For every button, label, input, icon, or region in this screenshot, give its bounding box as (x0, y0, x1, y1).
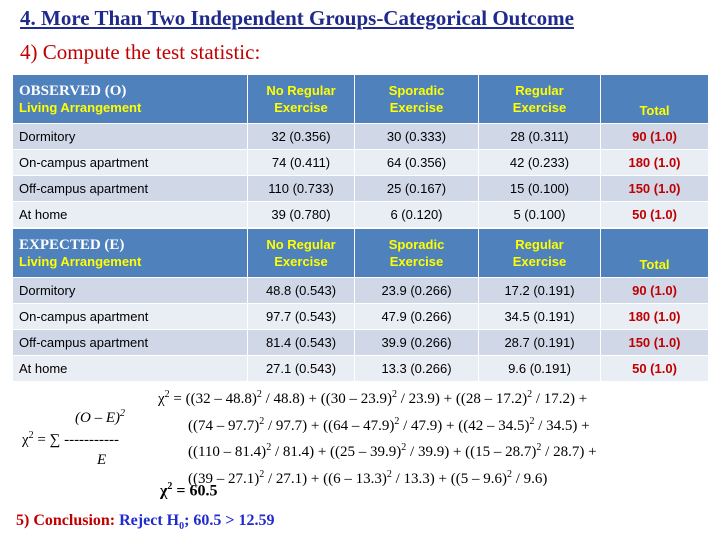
step-subtitle: 4) Compute the test statistic: (20, 40, 261, 64)
general-formula-denominator: E (97, 452, 107, 468)
computation-line-4: ((39 – 27.1)2 / 27.1) + ((6 – 13.3)2 / 1… (188, 468, 548, 487)
cell: 13.3 (0.266) (354, 355, 479, 382)
table-row: Off-campus apartment 81.4 (0.543) 39.9 (… (12, 329, 709, 356)
observed-col-total: Total (600, 74, 709, 124)
cell: 5 (0.100) (478, 201, 601, 228)
table-row: On-campus apartment 74 (0.411) 64 (0.356… (12, 149, 709, 176)
expected-row-label: Living Arrangement (19, 253, 142, 269)
table-row: At home 27.1 (0.543) 13.3 (0.266) 9.6 (0… (12, 355, 709, 382)
table-row: On-campus apartment 97.7 (0.543) 47.9 (0… (12, 303, 709, 330)
row-label: Off-campus apartment (12, 175, 248, 202)
expected-table-title-cell: EXPECTED (E) Living Arrangement (12, 228, 248, 278)
expected-col-sporadic: Sporadic Exercise (354, 228, 479, 278)
cell: 110 (0.733) (247, 175, 355, 202)
row-label: Off-campus apartment (12, 329, 248, 356)
cell: 23.9 (0.266) (354, 277, 479, 304)
row-label: On-campus apartment (12, 149, 248, 176)
cell: 28 (0.311) (478, 123, 601, 150)
row-label: On-campus apartment (12, 303, 248, 330)
conclusion-label: 5) Conclusion: (16, 512, 120, 529)
computation-line-1: χ2 = ((32 – 48.8)2 / 48.8) + ((30 – 23.9… (158, 389, 588, 407)
total-cell: 50 (1.0) (600, 355, 709, 382)
total-cell: 180 (1.0) (600, 149, 709, 176)
cell: 9.6 (0.191) (478, 355, 601, 382)
cell: 39 (0.780) (247, 201, 355, 228)
computation-line-2: ((74 – 97.7)2 / 97.7) + ((64 – 47.9)2 / … (188, 415, 590, 434)
cell: 97.7 (0.543) (247, 303, 355, 330)
observed-table-title: OBSERVED (O) (19, 82, 127, 99)
computation-line-3: ((110 – 81.4)2 / 81.4) + ((25 – 39.9)2 /… (188, 442, 597, 460)
conclusion-reject: Reject H0; 60.5 > 12.59 (119, 512, 275, 533)
cell: 25 (0.167) (354, 175, 479, 202)
cell: 15 (0.100) (478, 175, 601, 202)
cell: 27.1 (0.543) (247, 355, 355, 382)
cell: 6 (0.120) (354, 201, 479, 228)
cell: 28.7 (0.191) (478, 329, 601, 356)
expected-table: EXPECTED (E) Living Arrangement No Regul… (12, 228, 709, 382)
general-formula-lhs: χ2 = ∑ ----------- (22, 430, 120, 448)
observed-table: OBSERVED (O) Living Arrangement No Regul… (12, 74, 709, 228)
expected-col-regular: Regular Exercise (478, 228, 601, 278)
total-cell: 150 (1.0) (600, 175, 709, 202)
total-cell: 50 (1.0) (600, 201, 709, 228)
cell: 17.2 (0.191) (478, 277, 601, 304)
observed-col-regular: Regular Exercise (478, 74, 601, 124)
table-row: Dormitory 32 (0.356) 30 (0.333) 28 (0.31… (12, 123, 709, 150)
cell: 42 (0.233) (478, 149, 601, 176)
table-row: Dormitory 48.8 (0.543) 23.9 (0.266) 17.2… (12, 277, 709, 304)
total-cell: 150 (1.0) (600, 329, 709, 356)
observed-table-title-cell: OBSERVED (O) Living Arrangement (12, 74, 248, 124)
expected-table-title: EXPECTED (E) (19, 236, 125, 253)
slide-title: 4. More Than Two Independent Groups-Cate… (20, 6, 574, 30)
row-label: Dormitory (12, 123, 248, 150)
general-formula-numerator: (O – E)2 (75, 408, 125, 426)
row-label: Dormitory (12, 277, 248, 304)
cell: 32 (0.356) (247, 123, 355, 150)
observed-row-label: Living Arrangement (19, 99, 142, 115)
row-label: At home (12, 355, 248, 382)
conclusion: 5) Conclusion: Reject H0; 60.5 > 12.59 (16, 512, 275, 532)
total-cell: 90 (1.0) (600, 123, 709, 150)
chi-square-computation: χ2 = ((32 – 48.8)2 / 48.8) + ((30 – 23.9… (158, 384, 597, 490)
cell: 81.4 (0.543) (247, 329, 355, 356)
row-label: At home (12, 201, 248, 228)
table-row: Off-campus apartment 110 (0.733) 25 (0.1… (12, 175, 709, 202)
cell: 47.9 (0.266) (354, 303, 479, 330)
cell: 48.8 (0.543) (247, 277, 355, 304)
chi-square-result: χ2 = 60.5 (160, 481, 218, 500)
expected-col-no-regular: No Regular Exercise (247, 228, 355, 278)
cell: 64 (0.356) (354, 149, 479, 176)
observed-col-sporadic: Sporadic Exercise (354, 74, 479, 124)
observed-col-no-regular: No Regular Exercise (247, 74, 355, 124)
cell: 30 (0.333) (354, 123, 479, 150)
cell: 34.5 (0.191) (478, 303, 601, 330)
total-cell: 180 (1.0) (600, 303, 709, 330)
total-cell: 90 (1.0) (600, 277, 709, 304)
expected-col-total: Total (600, 228, 709, 278)
cell: 39.9 (0.266) (354, 329, 479, 356)
cell: 74 (0.411) (247, 149, 355, 176)
table-row: At home 39 (0.780) 6 (0.120) 5 (0.100) 5… (12, 201, 709, 228)
